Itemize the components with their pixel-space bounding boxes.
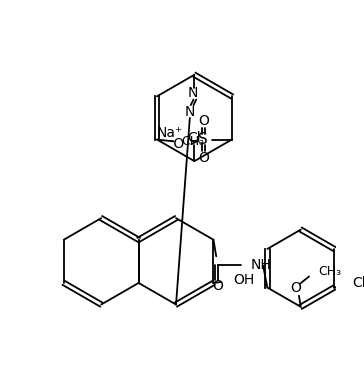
Text: Na⁺: Na⁺: [157, 126, 183, 140]
Text: CH₃: CH₃: [318, 265, 341, 278]
Text: Cl: Cl: [187, 131, 201, 145]
Text: O: O: [291, 282, 302, 295]
Text: O: O: [213, 279, 223, 293]
Text: CH₃: CH₃: [181, 135, 204, 148]
Text: N: N: [187, 86, 198, 100]
Text: N: N: [185, 105, 195, 118]
Text: O: O: [198, 114, 209, 128]
Text: ⁻O: ⁻O: [166, 137, 184, 151]
Text: O: O: [198, 151, 209, 165]
Text: S: S: [198, 132, 207, 147]
Text: NH: NH: [250, 259, 271, 272]
Text: Cl: Cl: [353, 276, 364, 290]
Text: OH: OH: [234, 273, 255, 287]
